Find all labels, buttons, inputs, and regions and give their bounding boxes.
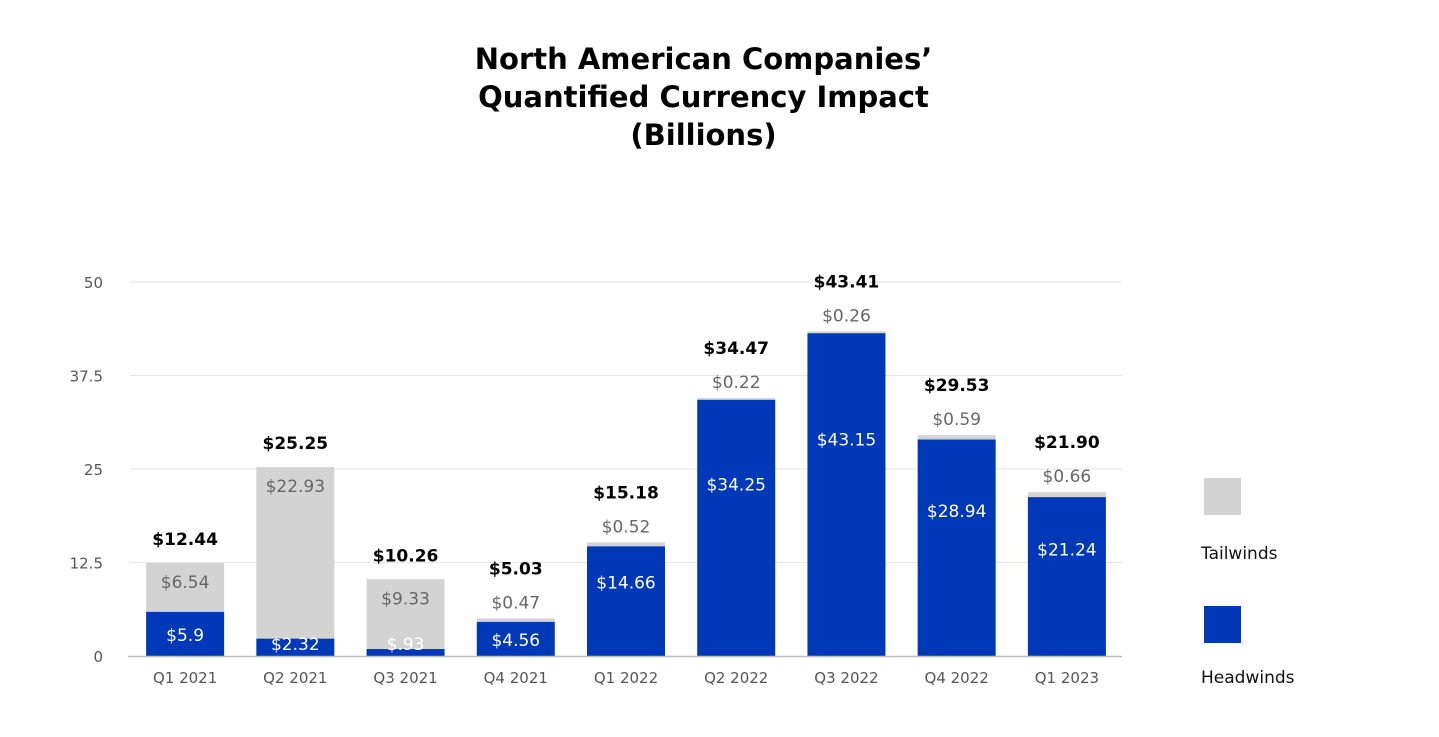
headwinds-value-label: $43.15	[817, 431, 876, 451]
legend-swatch-headwinds	[1204, 606, 1241, 643]
y-tick-label: 12.5	[70, 555, 103, 573]
bar-tailwinds	[146, 562, 225, 612]
y-tick-label: 25	[84, 461, 103, 479]
tailwinds-value-label: $9.33	[381, 589, 430, 609]
headwinds-value-label: $34.25	[706, 475, 765, 495]
legend: Tailwinds Headwinds	[1200, 478, 1295, 688]
x-tick-label: Q3 2021	[373, 669, 437, 687]
total-value-label: $5.03	[489, 559, 543, 579]
total-value-label: $21.90	[1034, 433, 1100, 453]
bar-headwinds	[476, 621, 555, 656]
y-tick-label: 50	[84, 274, 103, 292]
y-tick-label: 0	[93, 648, 103, 666]
chart-title-line-3: (Billions)	[630, 118, 777, 152]
headwinds-value-label: $2.32	[271, 635, 320, 655]
tailwinds-value-label: $0.26	[822, 306, 871, 326]
x-tick-label: Q2 2021	[263, 669, 327, 687]
bar-tailwinds	[917, 435, 996, 440]
chart-title-line-1: North American Companies’	[474, 42, 933, 76]
bar-headwinds	[256, 638, 335, 656]
x-tick-label: Q1 2021	[153, 669, 217, 687]
bar-headwinds	[697, 399, 776, 656]
x-tick-label: Q4 2021	[484, 669, 548, 687]
bar-tailwinds	[256, 467, 335, 639]
legend-label-tailwinds: Tailwinds	[1200, 544, 1278, 564]
total-value-label: $43.41	[814, 272, 880, 292]
tailwinds-value-label: $0.59	[932, 410, 981, 430]
total-value-label: $10.26	[373, 546, 439, 566]
y-axis: 0 12.5 25 37.5 50	[70, 274, 103, 666]
x-tick-label: Q3 2022	[814, 669, 878, 687]
total-value-label: $34.47	[703, 339, 769, 359]
total-value-label: $29.53	[924, 376, 990, 396]
tailwinds-value-label: $6.54	[161, 573, 210, 593]
x-axis: Q1 2021 Q2 2021 Q3 2021 Q4 2021 Q1 2022 Q2 20…	[128, 655, 1122, 687]
total-value-label: $25.25	[263, 434, 329, 454]
chart-title-line-2: Quantified Currency Impact	[478, 80, 929, 114]
y-tick-label: 37.5	[70, 368, 103, 386]
tailwinds-value-label: $0.66	[1043, 467, 1092, 487]
headwinds-value-label: $5.9	[166, 626, 204, 646]
x-tick-label: Q1 2023	[1035, 669, 1099, 687]
bar-headwinds	[366, 649, 445, 656]
legend-label-headwinds: Headwinds	[1201, 668, 1295, 688]
x-tick-label: Q4 2022	[925, 669, 989, 687]
bar-tailwinds	[1027, 492, 1106, 498]
bar-tailwinds	[697, 398, 776, 400]
chart-title: North American Companies’ Quantified Cur…	[0, 40, 1407, 154]
bar-headwinds	[587, 546, 665, 656]
headwinds-value-label: $14.66	[596, 574, 655, 594]
tailwinds-value-label: $0.52	[602, 517, 651, 537]
total-value-label: $12.44	[152, 530, 218, 550]
bar-tailwinds	[807, 331, 886, 334]
total-value-label: $15.18	[593, 483, 659, 503]
bar-tailwinds	[587, 542, 665, 547]
tailwinds-value-label: $22.93	[266, 477, 325, 497]
bar-headwinds	[1027, 497, 1106, 656]
bar-tailwinds	[476, 618, 555, 622]
bar-tailwinds	[366, 579, 445, 650]
headwinds-value-label: $21.24	[1037, 541, 1096, 561]
headwinds-value-label: $.93	[387, 635, 425, 655]
tailwinds-value-label: $0.47	[491, 593, 540, 613]
x-tick-label: Q2 2022	[704, 669, 768, 687]
tailwinds-value-label: $0.22	[712, 373, 761, 393]
bars: $6.54 $5.9 $12.44 $22.93 $2.32 $25.25 $9.33 $.9…	[146, 272, 1106, 656]
headwinds-value-label: $28.94	[927, 502, 986, 522]
x-tick-label: Q1 2022	[594, 669, 658, 687]
bar-headwinds	[917, 439, 996, 656]
legend-swatch-tailwinds	[1204, 478, 1241, 515]
bar-headwinds	[146, 611, 225, 656]
bar-headwinds	[807, 333, 886, 656]
headwinds-value-label: $4.56	[491, 631, 540, 651]
